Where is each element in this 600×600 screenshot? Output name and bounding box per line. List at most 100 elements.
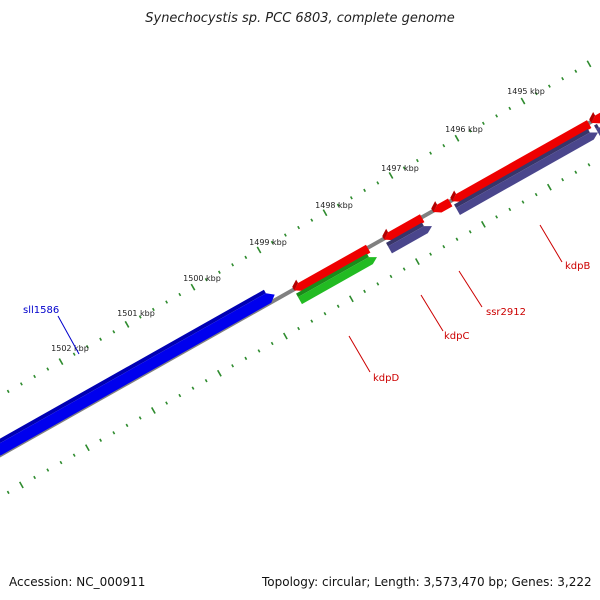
ruler-inner-tick [33,475,37,480]
ruler-outer-tick [72,352,76,356]
tick-label: 1496 kbp [445,125,483,134]
gene-kdpD-body [294,244,371,291]
ruler-tick-labels: 1495 kbp 1496 kbp 1497 kbp 1498 kbp 1499 kbp… [51,87,545,353]
ruler-outer-tick [138,315,142,319]
ruler-inner-tick [521,200,525,204]
gene-ssr2912-body [433,198,453,213]
cds-kdpB-body [456,132,598,215]
cds-next [594,123,600,137]
ruler-inner-tick [495,215,499,219]
ruler-inner-tick [84,444,90,452]
tick-label: 1501 kbp [117,309,155,318]
ruler-inner-tick [561,177,565,182]
gene-ssr2912 [431,198,453,213]
gene-next-red [589,112,600,124]
ruler-outer-tick [388,172,394,179]
gene-kdpC-top [382,228,389,240]
gene-kdpC [382,214,425,241]
tick-label: 1499 kbp [249,238,287,247]
cds-green-body [298,257,377,305]
ruler-outer-tick [574,69,578,73]
cds-next-top [594,123,599,130]
ruler-inner-tick [165,401,169,405]
gene-sll1586 [0,289,275,456]
gene-label: kdpB [565,261,590,272]
ruler-outer-tick [495,114,499,118]
ruler-outer-tick [442,143,446,148]
gene-label-leader [57,315,80,355]
ruler-outer-tick [217,270,221,274]
ruler-outer-tick [231,263,235,267]
tick-label: 1498 kbp [315,201,353,210]
ruler-inner-tick [429,252,433,256]
ruler-outer-tick [112,330,116,334]
cds-green [296,253,377,305]
ruler-inner-tick [402,267,406,271]
ruler-outer-tick [165,300,169,304]
ruler-inner-tick [59,460,63,465]
ruler-inner-tick [99,438,103,442]
ruler-inner-tick [244,356,248,361]
ruler-inner-tick [297,326,301,331]
tick-label: 1500 kbp [183,274,221,283]
gene-sll1586-body [0,293,275,456]
ruler-outer-tick [178,292,182,297]
ruler-outer-tick [58,358,64,366]
gene-label: sll1586 [23,305,59,316]
ruler-outer-tick [586,60,592,68]
cds-kdpB-top [454,128,590,208]
ruler-outer-tick [124,320,130,328]
tick-label: 1497 kbp [381,164,419,173]
ruler-inner-ticks [6,163,591,495]
ruler-outer-tick [85,345,89,349]
cds-green-shadow [301,264,373,305]
ruler-inner-tick [442,244,446,249]
ruler-inner-tick [455,237,459,241]
ruler-inner-tick [534,192,538,197]
ruler-inner-tick [18,481,24,489]
ruler-outer-tick [19,382,23,386]
map-title: Synechocystis sp. PCC 6803, complete gen… [145,11,454,26]
gene-next-red-body [591,112,600,124]
gene-label-leader [458,270,483,308]
ruler-inner-tick [323,312,327,316]
ruler-inner-tick [336,304,340,308]
ruler-inner-tick [508,207,512,212]
ruler-outer-tick [547,84,551,88]
gene-label: kdpC [444,331,469,342]
ruler-outer-tick [46,367,50,371]
gene-label-leader [420,294,444,332]
cds-next-body [596,127,600,137]
cds-kdpB [454,128,598,215]
ruler-outer-tick [349,196,353,200]
ruler-outer-tick [415,158,419,163]
gene-next-red-top [589,112,596,123]
cds-kdpC [386,222,432,254]
ruler-inner-tick [348,295,354,303]
ruler-outer-tick [99,337,103,341]
cds-green-top [296,253,369,298]
ruler-outer-tick [561,76,565,81]
gene-kdpB-top [450,190,457,202]
ruler-inner-tick [546,183,552,191]
gene-kdpB-body [452,120,592,202]
ruler-inner-tick [389,274,393,279]
ruler-inner-tick [574,170,578,174]
ruler-inner-tick [46,468,50,472]
ruler-outer-ticks [6,60,592,394]
ruler-outer-tick [283,233,287,237]
ruler-outer-tick [376,181,380,185]
ruler-inner-tick [480,220,486,228]
ruler-outer-tick [204,278,208,282]
ruler-outer-tick [270,240,274,245]
ruler-outer-tick [336,203,340,207]
ruler-inner-tick [72,453,76,457]
ruler-inner-tick [468,230,472,234]
gene-label: kdpD [373,373,399,384]
ruler-inner-tick [112,431,116,435]
ruler-outer-tick [481,121,485,126]
ruler-outer-tick [468,129,472,133]
ruler-inner-tick [414,258,420,266]
ruler-inner-tick [138,416,142,420]
